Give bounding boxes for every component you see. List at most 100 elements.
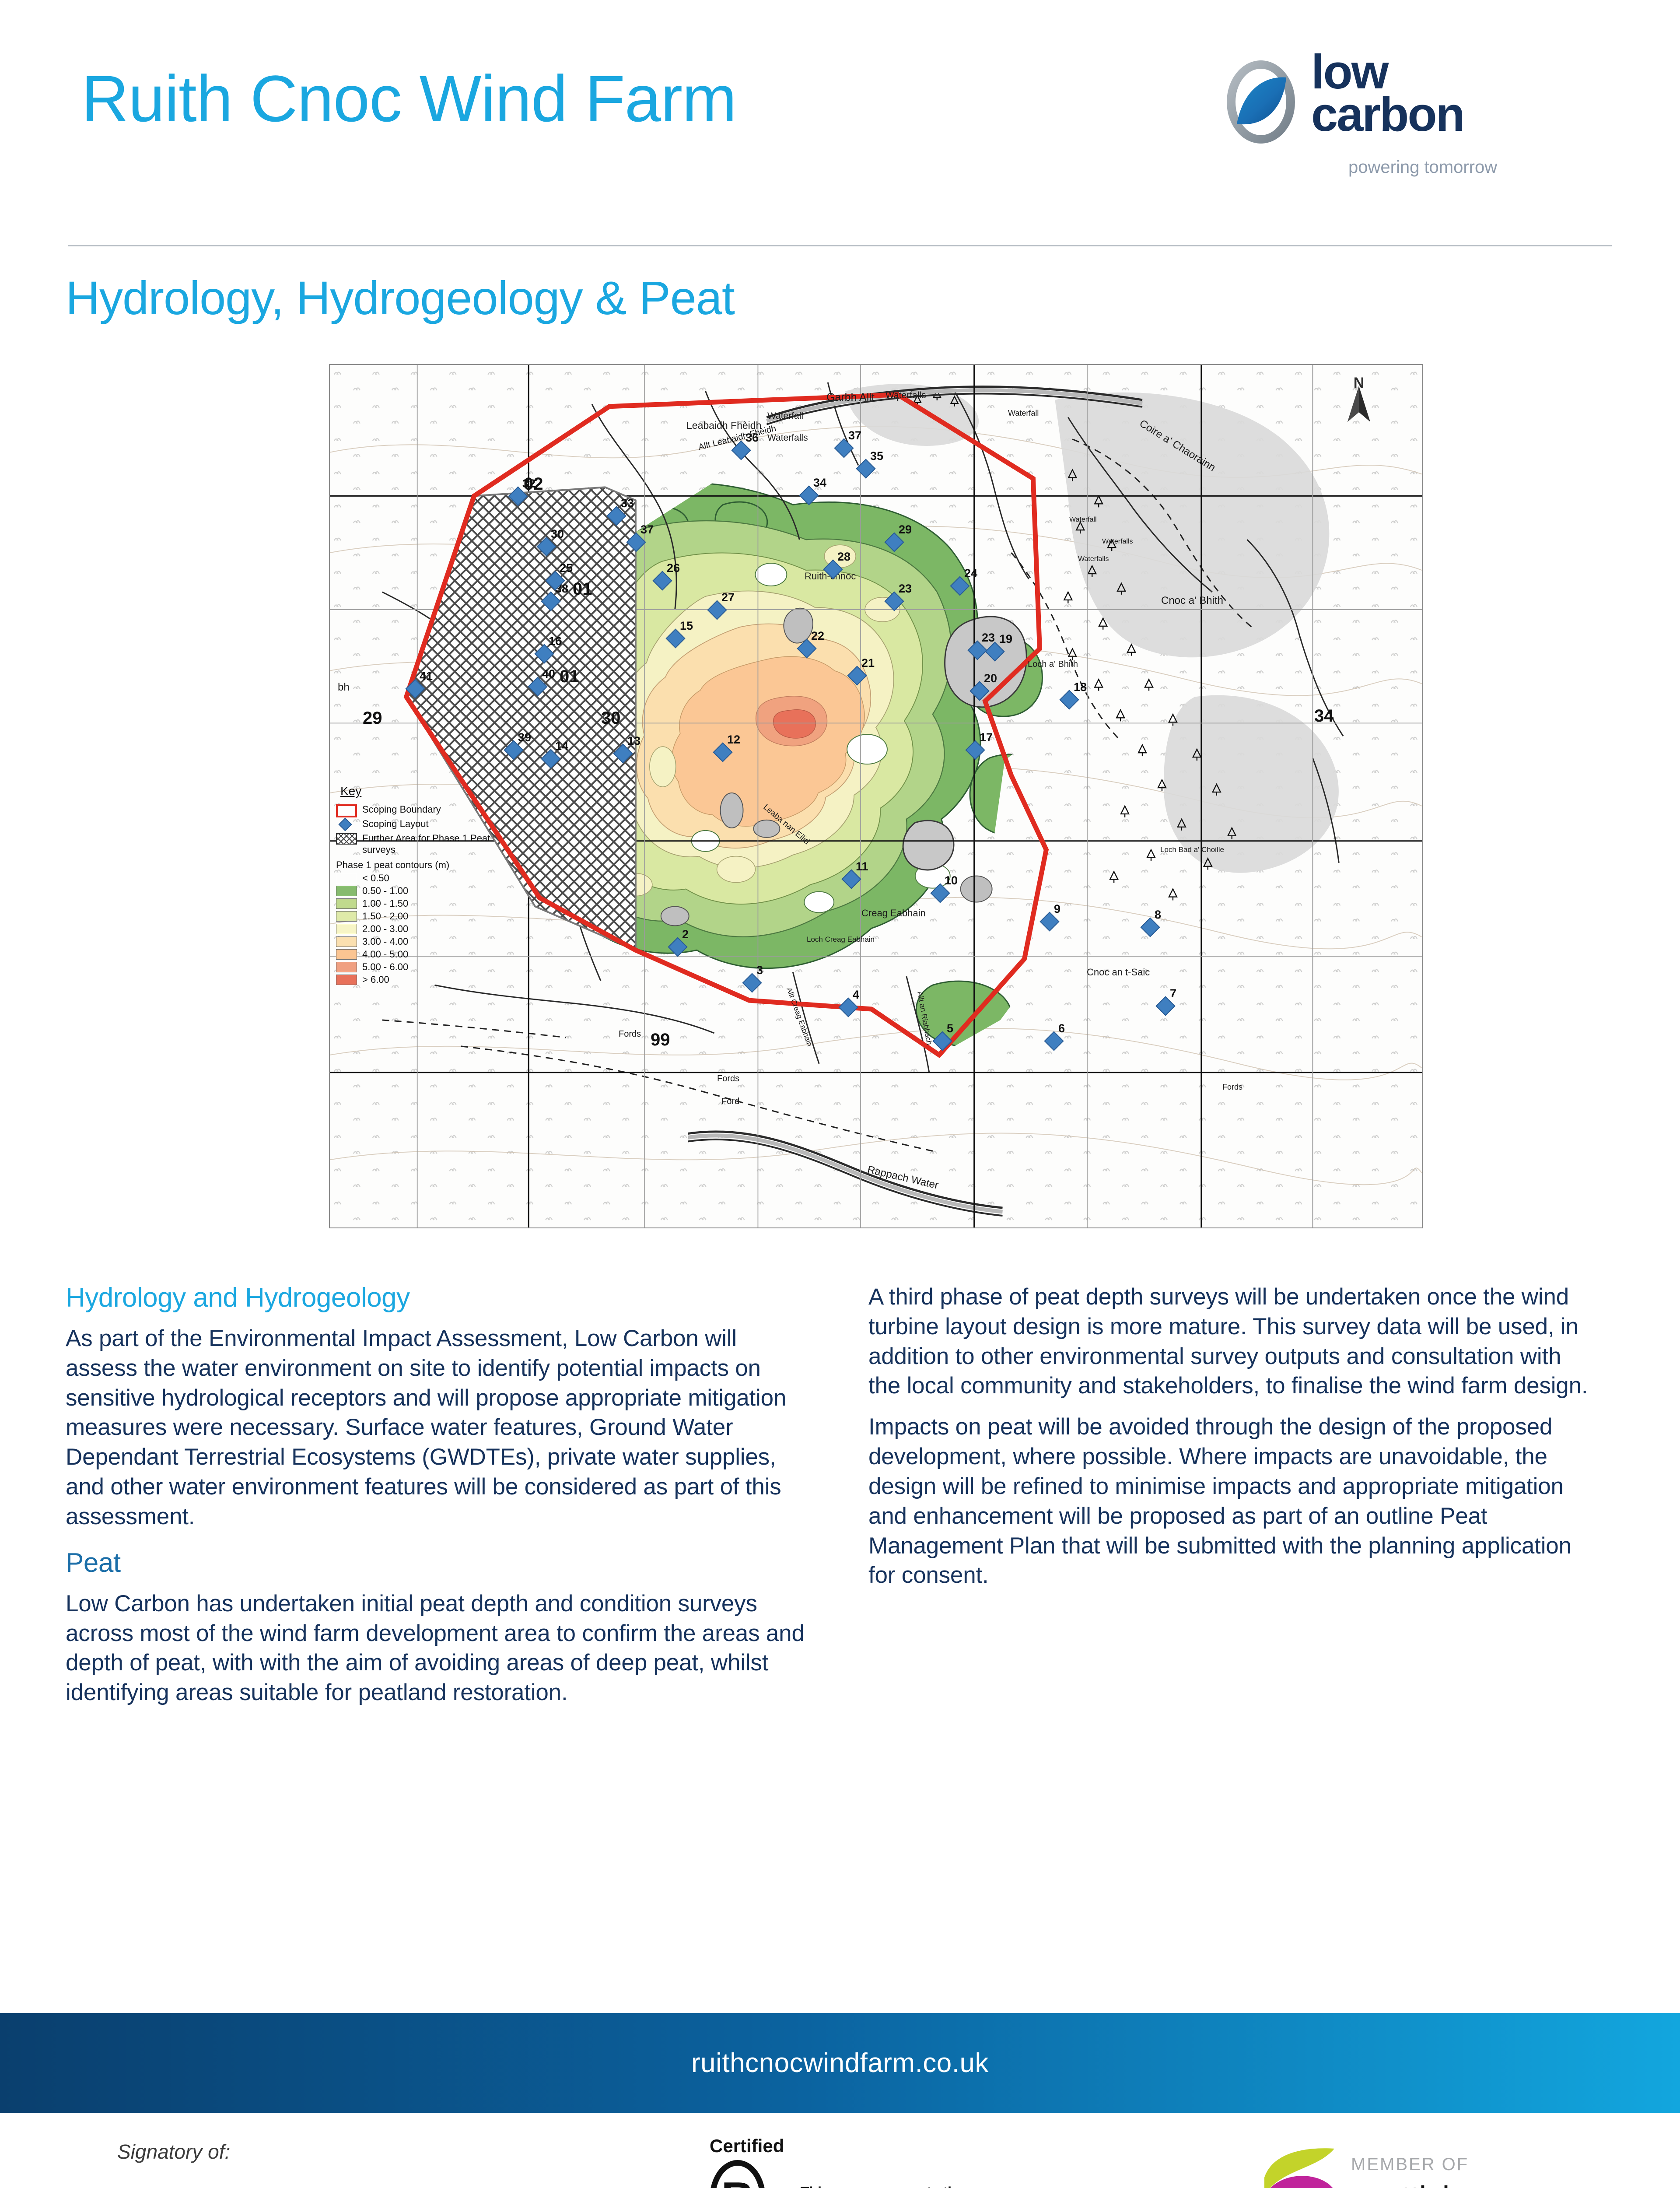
turbine-number-label: 34: [813, 476, 827, 489]
page-header: Ruith Cnoc Wind Farm low carbon po: [0, 0, 1680, 246]
turbine-number-label: 39: [518, 731, 532, 744]
turbine-number-label: 4: [853, 988, 860, 1001]
bcorp-statement-line-1: This company meets the: [801, 2183, 982, 2188]
turbine-number-label: 22: [811, 629, 825, 642]
logo-line-carbon: carbon: [1311, 87, 1465, 141]
turbine-number-label: 37: [848, 429, 862, 442]
scottish-renewables-member-label: MEMBER OF: [1351, 2155, 1469, 2174]
turbine-number-label: 17: [980, 731, 993, 744]
low-carbon-mark-icon: [1227, 60, 1295, 144]
contour-label: 2.00 - 3.00: [362, 923, 409, 934]
turbine-number-label: 10: [945, 874, 958, 887]
turbine-number-label: 3: [756, 964, 763, 977]
turbine-number-label: 21: [861, 656, 875, 670]
contour-swatch-icon: [336, 911, 357, 922]
turbine-number-label: 33: [621, 497, 634, 510]
bcorp-certified-label: Certified: [710, 2135, 784, 2156]
left-text-column: Hydrology and Hydrogeology As part of th…: [66, 1282, 809, 1719]
contour-swatch-icon: [336, 949, 357, 960]
turbine-number-label: 36: [746, 431, 759, 444]
bcorp-letter: B: [710, 2160, 766, 2188]
map-legend: Key Scoping Boundary Scoping Layout Furt…: [336, 784, 507, 986]
turbine-number-label: 18: [1074, 680, 1087, 694]
contour-label: < 0.50: [362, 872, 389, 884]
heading-peat: Peat: [66, 1547, 121, 1578]
turbine-diamond-swatch-icon: [336, 817, 357, 832]
turbine-number-label: 20: [984, 672, 998, 685]
legend-contour-row: 0.50 - 1.00: [336, 885, 507, 897]
scottish-renewables-line-1: scottish: [1351, 2179, 1461, 2188]
legend-title: Key: [340, 784, 362, 798]
bcorp-logo: Certified B ® Corporation This company m…: [669, 2135, 1028, 2188]
legend-contour-row: > 6.00: [336, 974, 507, 985]
legend-contour-row: 4.00 - 5.00: [336, 949, 507, 960]
contour-label: 1.00 - 1.50: [362, 898, 409, 909]
turbine-number-label: 30: [551, 527, 564, 540]
paragraph-impacts: Impacts on peat will be avoided through …: [868, 1414, 1572, 1588]
legend-label: Scoping Layout: [362, 818, 429, 830]
website-banner[interactable]: ruithcnocwindfarm.co.uk: [0, 2013, 1680, 2113]
heading-hydrology: Hydrology and Hydrogeology: [66, 1283, 410, 1313]
contour-swatch-icon: [336, 974, 357, 985]
turbine-number-label: 9: [1054, 902, 1061, 915]
scoping-boundary-swatch-icon: [336, 804, 357, 818]
page-footer: Signatory of: PRI Principles for Respons…: [0, 2113, 1680, 2188]
turbine-number-label: 32: [522, 477, 536, 490]
turbine-number-label: 26: [667, 561, 680, 575]
contour-label: 5.00 - 6.00: [362, 961, 409, 972]
website-url[interactable]: ruithcnocwindfarm.co.uk: [691, 2048, 989, 2078]
legend-contour-row: < 0.50: [336, 873, 507, 884]
turbine-number-label: 28: [837, 550, 851, 563]
signatory-label: Signatory of:: [117, 2140, 231, 2163]
contour-swatch-icon: [336, 923, 357, 934]
scoping-boundary-outline: [403, 392, 1049, 1059]
page-title: Ruith Cnoc Wind Farm: [81, 62, 737, 135]
turbine-number-label: 24: [964, 567, 978, 580]
turbine-number-label: 13: [627, 734, 641, 747]
legend-item-scoping-boundary: Scoping Boundary: [336, 804, 507, 818]
turbine-number-label: 27: [721, 591, 735, 604]
legend-contour-row: 3.00 - 4.00: [336, 936, 507, 947]
legend-label: Scoping Boundary: [362, 804, 441, 815]
map-grid-number: 02: [524, 474, 543, 494]
legend-item-scoping-layout: Scoping Layout: [336, 817, 507, 832]
turbine-number-label: 19: [999, 632, 1013, 645]
turbine-number-label: 41: [420, 670, 433, 683]
turbine-number-label: 7: [1170, 987, 1177, 1000]
turbine-number-label: 37: [640, 523, 654, 536]
hatch-swatch-icon: [336, 833, 357, 845]
map-grid-number: 29: [363, 708, 382, 728]
map-grid-number: 01: [573, 579, 592, 599]
low-carbon-wordmark: low carbon: [1311, 48, 1465, 141]
turbine-number-label: 29: [899, 523, 912, 536]
paragraph-peat: Low Carbon has undertaken initial peat d…: [66, 1590, 805, 1706]
turbine-number-label: 8: [1155, 908, 1162, 921]
paragraph-hydrology: As part of the Environmental Impact Asse…: [66, 1325, 787, 1529]
contour-label: > 6.00: [362, 974, 389, 985]
contour-swatch-icon: [336, 961, 357, 972]
turbine-number-label: 5: [947, 1022, 954, 1035]
turbine-number-label: 12: [727, 733, 741, 746]
contour-swatch-icon: [336, 898, 357, 909]
contour-label: 4.00 - 5.00: [362, 948, 409, 960]
header-divider: [68, 245, 1612, 246]
bcorp-statement: This company meets the highest standards…: [801, 2183, 982, 2188]
contour-swatch-icon: [336, 885, 357, 896]
turbine-number-label: 16: [549, 635, 562, 648]
scottish-renewables-ribbon-icon: [1264, 2148, 1334, 2188]
contour-label: 1.50 - 2.00: [362, 910, 409, 922]
legend-contour-row: 1.50 - 2.00: [336, 911, 507, 922]
turbine-number-label: 2: [682, 928, 689, 941]
turbine-number-label: 23: [982, 631, 995, 644]
north-label: N: [1353, 375, 1365, 391]
turbine-number-label: 35: [870, 449, 884, 463]
map-graphic: [330, 365, 1422, 1227]
peat-depth-map[interactable]: Garbh Allt Waterfalls Waterfall Leabaidh Fh…: [329, 364, 1423, 1228]
map-grid-number: 30: [601, 708, 621, 728]
contour-label: 3.00 - 4.00: [362, 936, 409, 947]
turbine-number-label: 23: [899, 582, 912, 595]
legend-contour-row: 2.00 - 3.00: [336, 923, 507, 935]
right-text-column: A third phase of peat depth surveys will…: [868, 1282, 1599, 1602]
paragraph-third-phase: A third phase of peat depth surveys will…: [868, 1284, 1588, 1399]
north-arrow-icon: N: [1346, 375, 1372, 426]
